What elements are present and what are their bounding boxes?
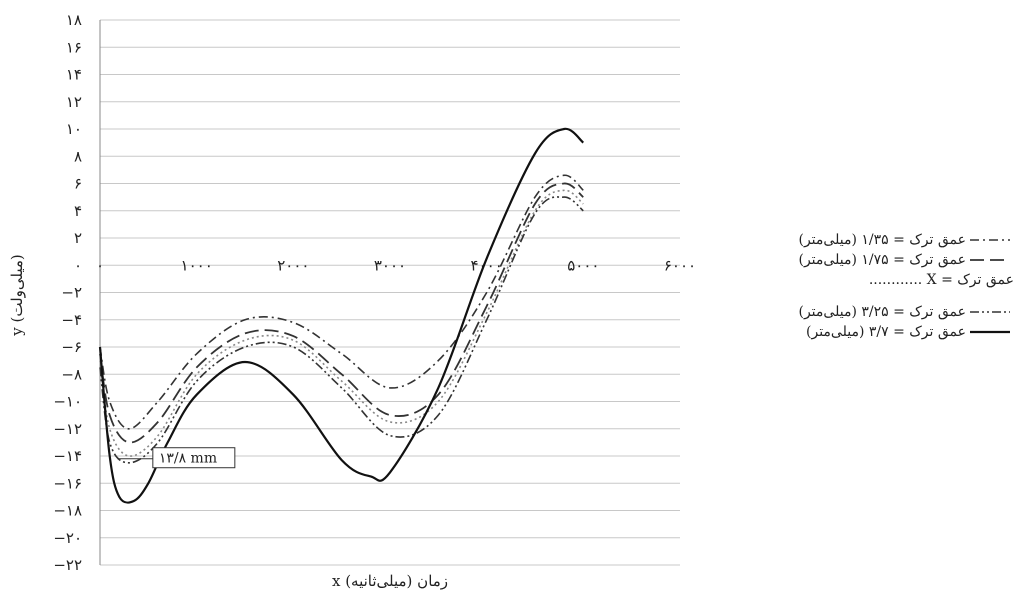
y-tick-label: −۶: [61, 338, 82, 356]
series-line-4: [99, 196, 584, 464]
series-line-1: [99, 174, 584, 430]
legend-label-2: عمق ترک = ۱/۷۵ (میلی‌متر): [799, 252, 967, 268]
annotation: ۱۳/۸ mm: [117, 447, 236, 469]
legend-label-5: عمق ترک = ۳/۷ (میلی‌متر): [806, 324, 966, 340]
x-tick-label: ۳۰۰۰: [374, 256, 406, 274]
x-tick-label: ۵۰۰۰: [567, 256, 599, 274]
series-line-3: [99, 189, 584, 457]
y-tick-label: −۲۰: [53, 529, 82, 547]
legend: عمق ترک = ۱/۳۵ (میلی‌متر) عمق ترک = ۱/۷۵ …: [799, 232, 1015, 340]
series-lines: [98, 127, 585, 504]
x-tick-label: ۲۰۰۰: [277, 256, 309, 274]
legend-label-3: عمق ترک = X ............: [869, 272, 1014, 288]
y-tick-label: −۱۴: [53, 447, 82, 465]
y-tick-labels: ۱۸ ۱۶ ۱۴ ۱۲ ۱۰ ۸ ۶ ۴ ۲ ۰ −۲ −۴ −۶ −۸ −۱۰ −۱۲ −۱۴ −۱۶ −۱۸ −۲…: [53, 11, 82, 574]
y-tick-label: ۱۸: [66, 11, 82, 29]
y-tick-label: −۱۸: [53, 502, 82, 520]
annotation-box: [152, 447, 236, 469]
y-tick-label: −۲۲: [53, 556, 82, 574]
series-line-5: [98, 127, 585, 504]
annotation-label: ۱۳/۸ mm: [159, 451, 217, 467]
y-tick-label: ۲: [74, 229, 82, 247]
y-tick-label: −۱۶: [53, 474, 82, 492]
y-tick-label: −۸: [61, 365, 82, 383]
y-tick-label: ۸: [74, 147, 82, 165]
x-tick-label: ۰: [96, 256, 104, 274]
y-tick-label: ۶: [74, 175, 82, 193]
x-tick-label: ۱۰۰۰: [181, 256, 213, 274]
y-tick-label: −۴: [61, 311, 82, 329]
y-tick-label: ۱۰: [66, 120, 82, 138]
y-axis-title: y (میلی‌ولت): [8, 254, 26, 337]
series-line-2: [99, 182, 584, 444]
x-tick-labels: ۰ ۱۰۰۰ ۲۰۰۰ ۳۰۰۰ ۴۰۰۰ ۵۰۰۰ ۶۰۰۰: [96, 256, 696, 274]
legend-label-4: عمق ترک = ۳/۲۵ (میلی‌متر): [799, 304, 967, 320]
gridlines: [99, 19, 680, 566]
y-tick-label: −۱۲: [53, 420, 82, 438]
x-tick-label: ۶۰۰۰: [664, 256, 696, 274]
y-tick-label: ۴: [74, 202, 82, 220]
y-tick-label: ۰: [74, 256, 82, 274]
y-tick-label: −۲: [61, 284, 82, 302]
y-tick-label: −۱۰: [53, 393, 82, 411]
x-axis-title: x زمان (میلی‌ثانیه): [332, 572, 448, 590]
y-tick-label: ۱۴: [66, 66, 82, 84]
y-tick-label: ۱۶: [66, 38, 82, 56]
x-tick-label: ۴۰۰۰: [471, 256, 503, 274]
legend-label-1: عمق ترک = ۱/۳۵ (میلی‌متر): [799, 232, 967, 248]
y-tick-label: ۱۲: [66, 93, 82, 111]
